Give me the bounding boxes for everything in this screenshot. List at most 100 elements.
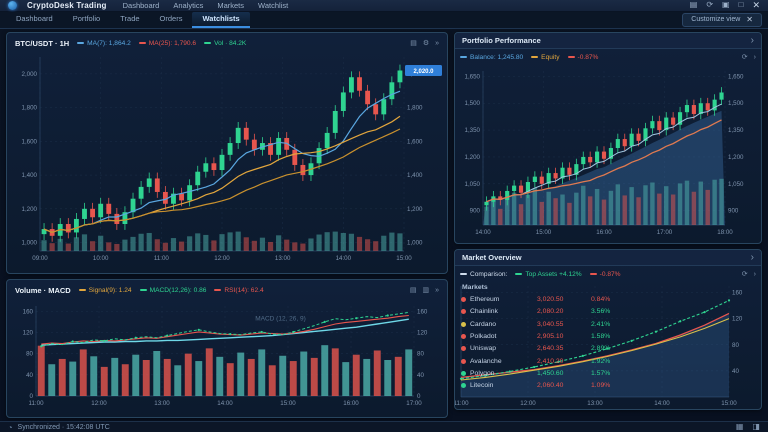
volume-macd-chart[interactable]: 0 0 40 40 80 80 120 120 160 160 11:00 12:00 13:00 14:… — [10, 298, 444, 408]
collapse-icon[interactable]: » — [435, 39, 439, 47]
main-chart-icons: ▤ ⚙ » — [410, 40, 439, 47]
tab-dashboard[interactable]: Dashboard — [16, 14, 53, 24]
window-controls: ▤ ⟳ ▣ □ ✕ — [689, 0, 760, 10]
main-chart-panel: BTC/USDT · 1H MA(7): 1,864.2 MA(25): 1,79… — [6, 32, 448, 275]
camera-icon[interactable]: ▥ — [422, 286, 430, 294]
customize-view-button[interactable]: Customize view ✕ — [682, 12, 762, 27]
portfolio-candlestick-chart[interactable]: 900 900 1,050 1,050 1,200 1,200 1,350 1,350 1,50… — [455, 65, 755, 237]
chevron-right-icon[interactable]: › — [750, 34, 754, 46]
signal-icon[interactable]: ▦ — [735, 422, 744, 432]
grid-icon[interactable]: ▤ — [409, 286, 417, 294]
asset-price: 2,410.20 — [537, 357, 564, 365]
volume-chart-title: Volume · MACD — [15, 285, 71, 295]
table-row[interactable]: Polkadot 2,905.10 1.58% — [461, 330, 631, 342]
svg-text:13:00: 13:00 — [275, 255, 291, 262]
asset-change: 1.58% — [591, 332, 611, 340]
market-overview-panel: Market Overview › Comparison: Top Assets … — [454, 249, 762, 411]
refresh-icon[interactable]: ⟳ — [741, 53, 748, 61]
asset-dot-icon — [461, 296, 466, 302]
svg-text:16:00: 16:00 — [343, 400, 359, 407]
table-row[interactable]: Litecoin 2,060.40 1.09% — [461, 380, 631, 392]
table-row[interactable]: Cardano 3,040.55 2.41% — [461, 318, 631, 330]
asset-name: Litecoin — [470, 382, 494, 390]
portfolio-panel-header[interactable]: Portfolio Performance › — [455, 33, 761, 50]
market-table: Markets Ethereum 3,020.50 0.84% Chainlink 2,… — [461, 283, 631, 392]
svg-text:14:00: 14:00 — [475, 229, 491, 236]
volume-chart-legend: Signal(9): 1.24 MACD(12,26): 0.86 RSI(14):… — [78, 287, 264, 294]
svg-text:1,650: 1,650 — [728, 73, 744, 80]
main-candlestick-chart[interactable]: 1,000 1,000 1,200 1,200 1,400 1,400 1,600 1,600… — [10, 51, 444, 263]
svg-text:120: 120 — [732, 316, 743, 323]
svg-text:1,800: 1,800 — [407, 105, 423, 112]
refresh-icon[interactable]: ⟳ — [741, 270, 748, 278]
menu-item[interactable]: Analytics — [173, 0, 204, 10]
panel-layout-icon[interactable]: ▣ — [722, 0, 730, 10]
svg-text:MACD (12, 26, 9): MACD (12, 26, 9) — [255, 315, 306, 322]
table-row[interactable]: Uniswap 2,640.35 2.89% — [461, 343, 631, 355]
clock-icon: ◔ — [8, 422, 13, 432]
chevron-right-icon[interactable]: › — [753, 53, 756, 61]
chevron-right-icon[interactable]: › — [750, 251, 754, 263]
svg-text:11:00: 11:00 — [455, 400, 469, 407]
asset-dot-icon — [461, 321, 466, 327]
svg-text:14:00: 14:00 — [336, 255, 352, 262]
main-chart-legend: MA(7): 1,864.2 MA(25): 1,790.6 Vol · 84.2K — [77, 40, 246, 47]
refresh-icon[interactable]: ⟳ — [706, 0, 714, 10]
gear-icon[interactable]: ⚙ — [422, 39, 430, 47]
asset-change: 2.89% — [591, 345, 611, 353]
svg-text:11:00: 11:00 — [28, 400, 44, 407]
svg-text:12:00: 12:00 — [214, 255, 230, 262]
market-comparison-chart[interactable]: 40 80 120 160 11:00 12:00 13:00 14:00 15:00 — [455, 282, 755, 408]
asset-price: 1,450.60 — [537, 370, 564, 378]
asset-name: Polkadot — [470, 332, 497, 340]
portfolio-legend: Balance: 1,245.80 Equity -0.87% — [460, 54, 598, 61]
dashboard-grid: BTC/USDT · 1H MA(7): 1,864.2 MA(25): 1,79… — [0, 29, 768, 421]
svg-text:1,600: 1,600 — [407, 138, 423, 145]
grid-icon[interactable]: ▤ — [689, 0, 698, 10]
table-row[interactable]: Polygon 1,450.60 1.57% — [461, 367, 631, 379]
legend-item: Signal(9): 1.24 — [78, 287, 132, 294]
collapse-icon[interactable]: » — [435, 286, 439, 294]
asset-price: 2,905.10 — [537, 332, 564, 340]
tab-portfolio[interactable]: Portfolio — [72, 14, 101, 24]
menu-item[interactable]: Dashboard — [122, 0, 160, 10]
close-icon[interactable]: ✕ — [746, 14, 753, 24]
chevron-right-icon[interactable]: › — [753, 270, 756, 278]
svg-text:12:00: 12:00 — [520, 400, 536, 407]
legend-item: Comparison: — [460, 271, 507, 278]
svg-text:1,500: 1,500 — [728, 100, 744, 107]
svg-text:1,800: 1,800 — [22, 105, 38, 112]
svg-text:80: 80 — [417, 351, 424, 358]
svg-text:14:00: 14:00 — [217, 400, 233, 407]
volume-chart-panel: Volume · MACD Signal(9): 1.24 MACD(12,26)… — [6, 279, 448, 419]
close-icon[interactable]: ✕ — [752, 0, 760, 10]
layout-icon[interactable]: ◨ — [752, 422, 760, 432]
table-row[interactable]: Avalanche 2,410.20 1.92% — [461, 355, 631, 367]
svg-text:13:00: 13:00 — [154, 400, 170, 407]
market-overview-body: 40 80 120 160 11:00 12:00 13:00 14:00 15:00 Mark… — [455, 282, 761, 409]
svg-text:18:00: 18:00 — [717, 229, 733, 236]
tab-orders[interactable]: Orders — [159, 14, 183, 24]
legend-item: -0.87% — [567, 54, 598, 61]
statusbar: ◔ Synchronized · 15:42:08 UTC ▦ ◨ — [0, 421, 768, 432]
svg-text:160: 160 — [417, 308, 428, 315]
svg-text:1,600: 1,600 — [22, 138, 38, 145]
tabbar: Dashboard Portfolio Trade Orders Watchlists … — [0, 11, 768, 30]
tab-trade[interactable]: Trade — [120, 14, 140, 24]
svg-text:2,000: 2,000 — [22, 71, 38, 78]
menu-item[interactable]: Watchlist — [258, 0, 289, 10]
svg-text:80: 80 — [26, 351, 33, 358]
svg-text:0: 0 — [417, 393, 421, 400]
table-row[interactable]: Ethereum 3,020.50 0.84% — [461, 293, 631, 305]
legend-item: -0.87% — [589, 271, 621, 278]
svg-text:15:00: 15:00 — [280, 400, 296, 407]
asset-name: Avalanche — [470, 357, 502, 365]
svg-text:80: 80 — [732, 342, 739, 349]
grid-icon[interactable]: ▤ — [410, 39, 417, 47]
market-table-rows: Ethereum 3,020.50 0.84% Chainlink 2,080.20 3.… — [461, 293, 631, 392]
market-overview-header[interactable]: Market Overview › — [455, 250, 761, 267]
maximize-icon[interactable]: □ — [738, 0, 744, 10]
tab-watchlists[interactable]: Watchlists — [192, 11, 250, 29]
table-row[interactable]: Chainlink 2,080.20 3.56% — [461, 305, 631, 317]
menu-item[interactable]: Markets — [217, 0, 245, 10]
